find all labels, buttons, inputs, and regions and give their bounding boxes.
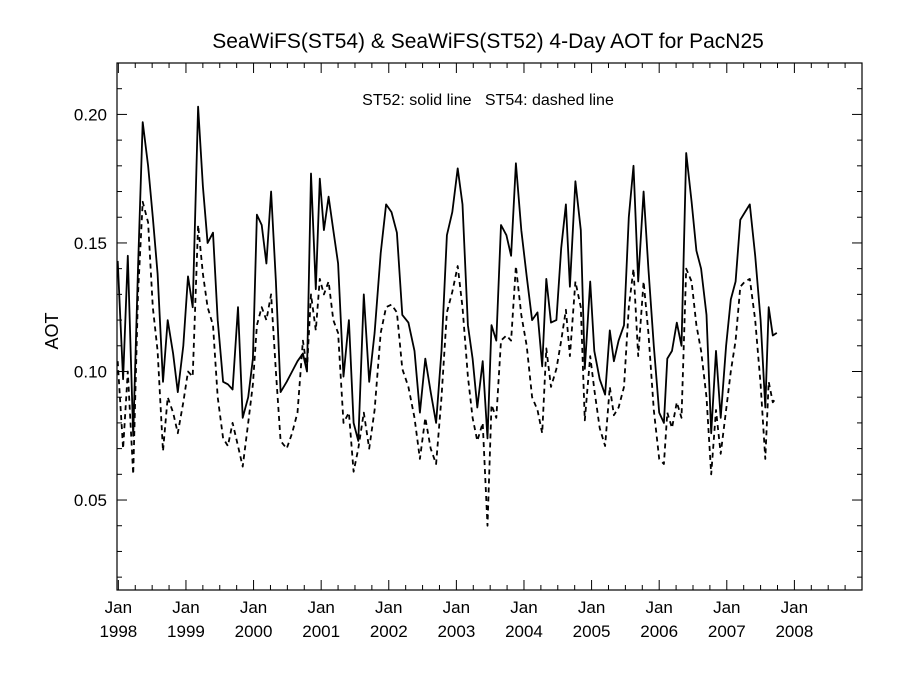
x-tick-month-label: Jan <box>578 598 605 617</box>
x-tick-month-label: Jan <box>105 598 132 617</box>
legend-annotation: ST52: solid line ST54: dashed line <box>362 92 614 109</box>
x-tick-year-label: 2001 <box>302 622 340 641</box>
x-tick-year-label: 2005 <box>573 622 611 641</box>
plot-frame <box>116 62 863 591</box>
x-tick-month-label: Jan <box>375 598 402 617</box>
x-tick-year-label: 2006 <box>640 622 678 641</box>
x-tick-month-label: Jan <box>240 598 267 617</box>
x-tick-year-label: 1999 <box>167 622 205 641</box>
y-axis-label: AOT <box>42 312 62 349</box>
x-tick-month-label: Jan <box>510 598 537 617</box>
x-tick-year-label: 2008 <box>775 622 813 641</box>
y-tick-label: 0.10 <box>74 362 107 381</box>
y-tick-label: 0.15 <box>74 234 107 253</box>
x-tick-month-label: Jan <box>645 598 672 617</box>
x-tick-year-label: 1998 <box>99 622 137 641</box>
x-tick-year-label: 2007 <box>708 622 746 641</box>
x-tick-month-label: Jan <box>781 598 808 617</box>
x-tick-month-label: Jan <box>443 598 470 617</box>
series-line-st54-dashed <box>116 200 778 527</box>
y-tick-label: 0.20 <box>74 105 107 124</box>
x-tick-year-label: 2002 <box>370 622 408 641</box>
x-tick-year-label: 2000 <box>235 622 273 641</box>
chart-title: SeaWiFS(ST54) & SeaWiFS(ST52) 4-Day AOT … <box>212 30 764 53</box>
series-line-st52-solid <box>116 105 778 442</box>
x-tick-year-label: 2004 <box>505 622 543 641</box>
y-tick-label: 0.05 <box>74 491 107 510</box>
x-tick-year-label: 2003 <box>437 622 475 641</box>
x-tick-month-label: Jan <box>172 598 199 617</box>
x-tick-month-label: Jan <box>713 598 740 617</box>
x-tick-month-label: Jan <box>307 598 334 617</box>
